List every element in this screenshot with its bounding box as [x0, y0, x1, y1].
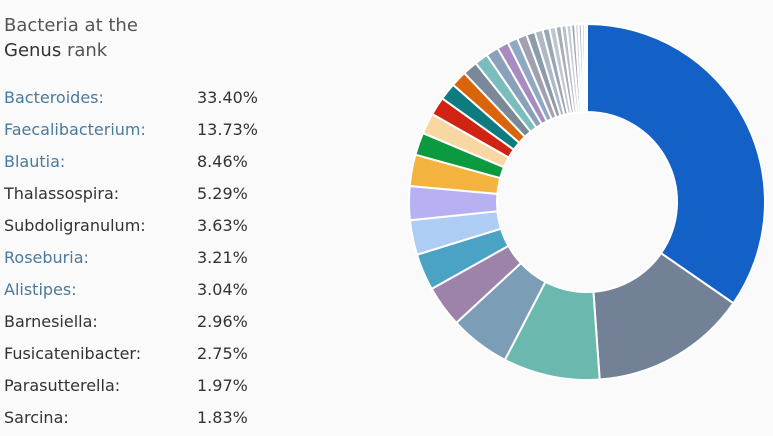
genus-donut-chart — [408, 22, 766, 381]
genus-link[interactable]: Bacteroides: — [4, 88, 104, 107]
genus-row: Alistipes: 3.04% — [4, 276, 304, 308]
title-line-1: Bacteria at the — [4, 15, 138, 36]
genus-name: Fusicatenibacter: — [4, 344, 142, 363]
genus-name: Thalassospira: — [4, 184, 120, 203]
genus-row: Thalassospira: 5.29% — [4, 180, 304, 212]
genus-name: Parasutterella: — [4, 376, 121, 395]
title-rank-suffix: rank — [66, 40, 108, 61]
genus-percent: 1.83% — [197, 408, 248, 427]
genus-percent: 3.63% — [197, 216, 248, 235]
genus-percent: 2.96% — [197, 312, 248, 331]
genus-percent: 2.75% — [197, 344, 248, 363]
genus-row: Subdoligranulum: 3.63% — [4, 212, 304, 244]
genus-row: Bacteroides: 33.40% — [4, 84, 304, 116]
genus-name: Barnesiella: — [4, 312, 98, 331]
genus-percent: 3.21% — [197, 248, 248, 267]
donut-slice[interactable] — [586, 22, 766, 305]
genus-link[interactable]: Roseburia: — [4, 248, 89, 267]
genus-percent: 3.04% — [197, 280, 248, 299]
genus-percent: 5.29% — [197, 184, 248, 203]
title-rank-name: Genus — [4, 40, 62, 61]
chart-title: Bacteria at the Genus rank — [4, 13, 138, 63]
genus-row: Blautia: 8.46% — [4, 148, 304, 180]
genus-row: Roseburia: 3.21% — [4, 244, 304, 276]
genus-percent: 8.46% — [197, 152, 248, 171]
genus-link[interactable]: Blautia: — [4, 152, 66, 171]
genus-row: Barnesiella: 2.96% — [4, 308, 304, 340]
donut-slice[interactable] — [583, 22, 588, 114]
title-line-2: Genus rank — [4, 38, 138, 63]
genus-percent: 1.97% — [197, 376, 248, 395]
genus-link[interactable]: Alistipes: — [4, 280, 77, 299]
genus-name: Subdoligranulum: — [4, 216, 146, 235]
genus-row: Sarcina: 1.83% — [4, 404, 304, 436]
genus-list: Bacteroides: 33.40% Faecalibacterium: 13.73… — [4, 84, 304, 436]
genus-link[interactable]: Faecalibacterium: — [4, 120, 146, 139]
genus-row: Parasutterella: 1.97% — [4, 372, 304, 404]
genus-name: Sarcina: — [4, 408, 69, 427]
genus-row: Fusicatenibacter: 2.75% — [4, 340, 304, 372]
genus-row: Faecalibacterium: 13.73% — [4, 116, 304, 148]
genus-percent: 13.73% — [197, 120, 259, 139]
genus-percent: 33.40% — [197, 88, 259, 107]
